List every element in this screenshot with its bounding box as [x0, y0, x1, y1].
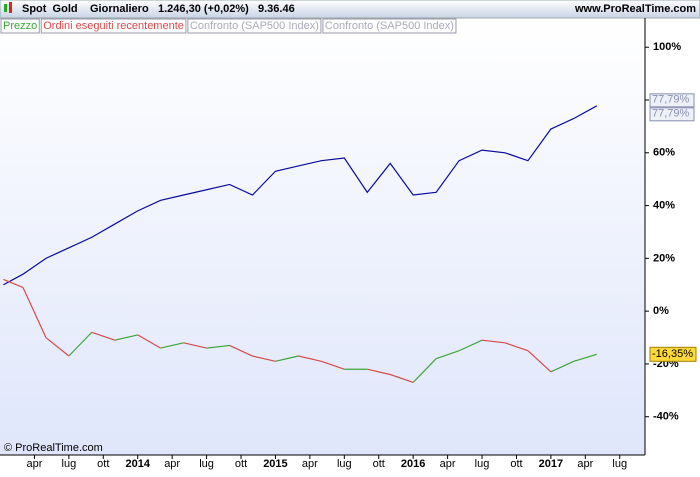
line-segment	[458, 339, 483, 352]
plot-area	[0, 18, 645, 455]
line-segment	[22, 287, 47, 338]
legend-entry: Confronto (SAP500 Index)	[325, 20, 454, 32]
line-segment	[550, 360, 575, 373]
x-tick-label: lug	[199, 458, 214, 470]
legend-box	[40, 18, 187, 34]
legend-entry: Prezzo	[3, 20, 37, 32]
x-tick-label: 2015	[263, 458, 287, 470]
line-segment	[45, 337, 70, 357]
x-tick-label: ott	[97, 458, 109, 470]
y-tick-label: 20%	[653, 252, 675, 264]
x-tick-label: apr	[164, 458, 180, 470]
line-segment	[3, 278, 24, 288]
line-segment	[114, 334, 138, 341]
value-box	[649, 93, 695, 108]
legend-entry: Confronto (SAP500 Index)	[190, 20, 319, 32]
line-segment	[573, 353, 597, 362]
value-label: 77,79%	[652, 94, 690, 106]
x-tick-label: 2014	[125, 458, 150, 470]
line-segment	[390, 373, 414, 383]
y-tick-label: 0%	[653, 305, 669, 317]
x-tick-label: 2016	[401, 458, 425, 470]
x-tick-label: 2017	[539, 458, 563, 470]
header-bar	[0, 0, 700, 19]
line-segment	[183, 342, 207, 349]
icon	[4, 4, 7, 12]
y-tick-label: 60%	[653, 147, 675, 159]
line-segment	[481, 339, 506, 344]
x-tick-label: ott	[510, 458, 522, 470]
x-tick-label: ott	[235, 458, 247, 470]
legend-box	[322, 18, 457, 34]
x-tick-label: apr	[577, 458, 593, 470]
line-segment	[160, 342, 184, 349]
x-tick-label: lug	[612, 458, 627, 470]
y-tick-label: -40%	[653, 411, 679, 423]
y-tick-label: 100%	[653, 41, 681, 53]
legend-box	[187, 18, 322, 34]
footer: © ProRealTime.com	[4, 442, 103, 454]
value-box	[649, 107, 695, 122]
line-segment	[229, 344, 253, 357]
legend-box	[0, 18, 40, 34]
line-segment	[435, 350, 460, 360]
x-tick-label: lug	[62, 458, 77, 470]
line-segment	[275, 355, 299, 362]
line-segment	[527, 350, 552, 373]
line-segment	[91, 331, 115, 341]
legend-entry: Ordini eseguiti recentemente	[43, 20, 184, 32]
price: 1.246,30 (+0,02%)	[158, 3, 249, 15]
line-segment	[321, 360, 345, 370]
line-segment	[68, 331, 93, 357]
instrument: Spot Gold	[22, 3, 78, 15]
x-tick-label: apr	[302, 458, 318, 470]
x-tick-label: apr	[440, 458, 456, 470]
line-segment	[206, 344, 230, 349]
line-segment	[504, 342, 529, 352]
y-tick-label: 40%	[653, 199, 675, 211]
period: Giornaliero	[90, 3, 149, 15]
line	[3, 105, 598, 286]
line-segment	[367, 368, 391, 376]
value-label: 77,79%	[652, 108, 690, 120]
x-tick-label: apr	[26, 458, 42, 470]
legend: Prezzo Ordini eseguiti recentemente Confro…	[0, 18, 457, 34]
value-box	[649, 346, 697, 362]
time: 9.36.46	[258, 3, 295, 15]
x-tick-label: lug	[475, 458, 490, 470]
site: www.ProRealTime.com	[574, 3, 696, 15]
x-tick-label: lug	[337, 458, 352, 470]
value-label: -16,35%	[652, 348, 693, 360]
line-segment	[298, 355, 322, 362]
x-tick-label: ott	[373, 458, 385, 470]
line-segment	[412, 358, 437, 383]
line-segment	[252, 355, 276, 362]
icon	[9, 2, 12, 13]
line-segment	[137, 334, 161, 349]
